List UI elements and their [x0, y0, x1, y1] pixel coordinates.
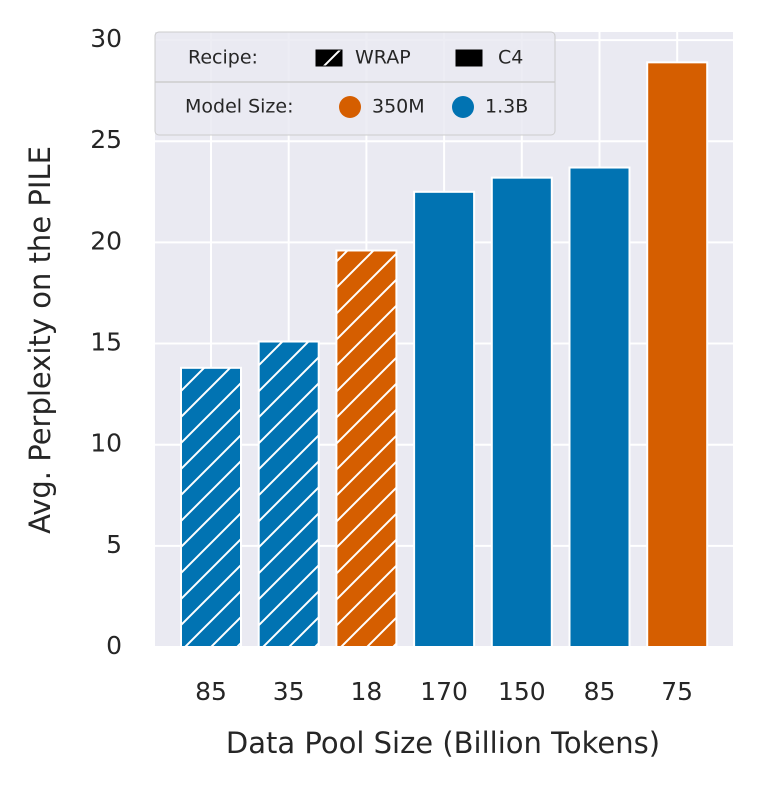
y-tick-label: 25: [90, 125, 122, 154]
x-tick-label: 85: [584, 677, 616, 706]
x-tick-label: 150: [498, 677, 546, 706]
legend-label: WRAP: [355, 47, 411, 69]
legend-marker: [452, 96, 474, 118]
legend-title: Recipe:: [188, 47, 258, 69]
y-tick-label: 20: [90, 226, 122, 255]
bar: [257, 340, 320, 648]
legend: Recipe: WRAP C4 Model Size: 350M 1.3B: [154, 31, 556, 136]
x-tick-label: 170: [420, 677, 468, 706]
y-tick-label: 30: [90, 24, 122, 53]
x-tick-label: 75: [661, 677, 693, 706]
legend-swatch: [455, 49, 483, 67]
y-tick-label: 15: [90, 328, 122, 357]
legend-marker: [339, 96, 361, 118]
y-axis-label: Avg. Perplexity on the PILE: [23, 146, 57, 534]
legend-label: 1.3B: [485, 96, 528, 118]
bar: [180, 366, 242, 648]
legend-title: Model Size:: [185, 96, 294, 118]
bar: [568, 166, 631, 649]
y-tick-label: 0: [106, 631, 122, 660]
bar: [490, 176, 553, 648]
legend-label: C4: [498, 47, 523, 69]
legend-label: 350M: [372, 96, 425, 118]
x-tick-label: 18: [350, 677, 382, 706]
x-tick-label: 85: [195, 677, 227, 706]
legend-swatch: [315, 49, 343, 67]
bar: [413, 190, 476, 648]
x-axis-label: Data Pool Size (Billion Tokens): [226, 726, 660, 760]
bar: [646, 61, 709, 648]
x-tick-label: 35: [273, 677, 305, 706]
y-tick-label: 5: [106, 530, 122, 559]
y-tick-label: 10: [90, 429, 122, 458]
bar: [335, 249, 398, 648]
